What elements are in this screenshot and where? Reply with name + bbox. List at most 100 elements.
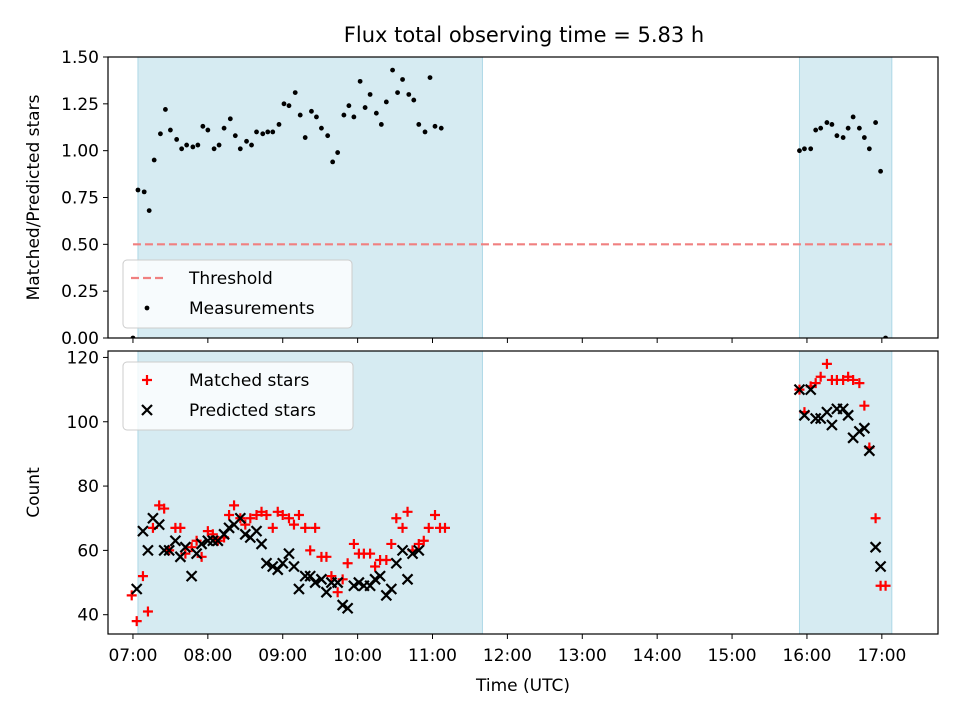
data-point [362, 105, 368, 110]
data-point [283, 547, 295, 560]
series-2 [130, 383, 887, 615]
legend-label: Predicted stars [189, 401, 316, 421]
data-point [270, 129, 276, 135]
data-point [866, 146, 872, 152]
data-point [267, 522, 278, 533]
data-point [326, 571, 337, 582]
data-point [205, 127, 211, 133]
data-point [401, 573, 414, 586]
data-point [293, 510, 304, 521]
data-point [335, 150, 341, 155]
data-point [422, 129, 428, 135]
data-point [395, 90, 400, 95]
data-point [300, 522, 311, 533]
legend: Threshold Measurements [122, 259, 353, 329]
data-point [249, 142, 254, 148]
data-point [185, 570, 198, 582]
data-point [342, 558, 353, 569]
data-point [158, 131, 163, 137]
data-point [184, 142, 190, 148]
data-point [423, 522, 434, 533]
axes-frame [107, 350, 939, 635]
data-point [283, 513, 294, 524]
data-point [348, 538, 359, 549]
y-tick-label: 1.00 [61, 142, 99, 162]
data-point [227, 116, 233, 122]
data-point [319, 125, 324, 131]
y-axis-label: Count [24, 467, 44, 518]
data-point [809, 412, 822, 425]
legend-label: Matched stars [189, 371, 309, 391]
data-point [396, 544, 409, 557]
data-point [861, 135, 867, 140]
data-point [438, 125, 444, 131]
x-axis-label: Time (UTC) [475, 676, 570, 696]
data-point [221, 125, 227, 131]
data-point [302, 135, 308, 140]
data-point [840, 135, 846, 140]
legend-plus-handle [142, 375, 152, 385]
x-tick-label: 07:00 [108, 646, 157, 666]
data-point [297, 112, 303, 118]
data-point [163, 107, 168, 112]
data-point [195, 142, 201, 148]
data-point [385, 583, 398, 595]
data-point [390, 67, 395, 73]
data-point [370, 561, 381, 572]
data-point [332, 587, 343, 598]
data-point [870, 513, 881, 524]
data-point [367, 92, 373, 97]
data-point [174, 137, 180, 142]
data-point [373, 110, 379, 116]
x-tick-label: 13:00 [558, 646, 607, 666]
data-point [142, 606, 153, 617]
data-point [179, 146, 185, 152]
data-point [310, 522, 321, 533]
data-point [305, 545, 316, 556]
data-point [859, 400, 870, 411]
data-point [341, 602, 354, 615]
data-point [186, 542, 197, 553]
data-point [260, 131, 266, 137]
data-point [869, 541, 882, 553]
data-point [146, 208, 152, 214]
data-point [406, 547, 419, 560]
data-point [158, 544, 170, 557]
data-point [346, 103, 352, 109]
data-point [430, 510, 441, 521]
data-point [131, 616, 142, 627]
data-point [207, 529, 218, 540]
data-point [250, 525, 263, 537]
data-point [848, 374, 859, 385]
data-point [439, 522, 450, 533]
x-tick-label: 17:00 [857, 646, 906, 666]
data-point [265, 129, 271, 135]
data-point [211, 146, 217, 152]
x-tick-label: 14:00 [633, 646, 682, 666]
data-point [174, 551, 187, 563]
data-point [190, 547, 203, 560]
data-point [142, 544, 154, 557]
data-point [341, 112, 347, 118]
data-point [856, 125, 862, 131]
y-tick-label: 0.25 [61, 282, 99, 302]
data-point [260, 557, 273, 570]
data-point [216, 142, 222, 148]
data-point [245, 513, 256, 524]
data-point [244, 138, 249, 144]
data-point [135, 187, 141, 193]
data-point [804, 383, 817, 396]
y-tick-label: 0.50 [61, 235, 99, 255]
data-point [196, 551, 207, 562]
data-point [207, 534, 219, 547]
data-point [325, 133, 331, 139]
data-point [427, 75, 433, 81]
data-point [276, 122, 282, 127]
data-point [314, 114, 319, 120]
x-tick-label: 16:00 [782, 646, 831, 666]
data-point [234, 512, 247, 525]
series-1 [130, 67, 888, 338]
data-point [126, 590, 137, 601]
data-point [813, 127, 819, 133]
